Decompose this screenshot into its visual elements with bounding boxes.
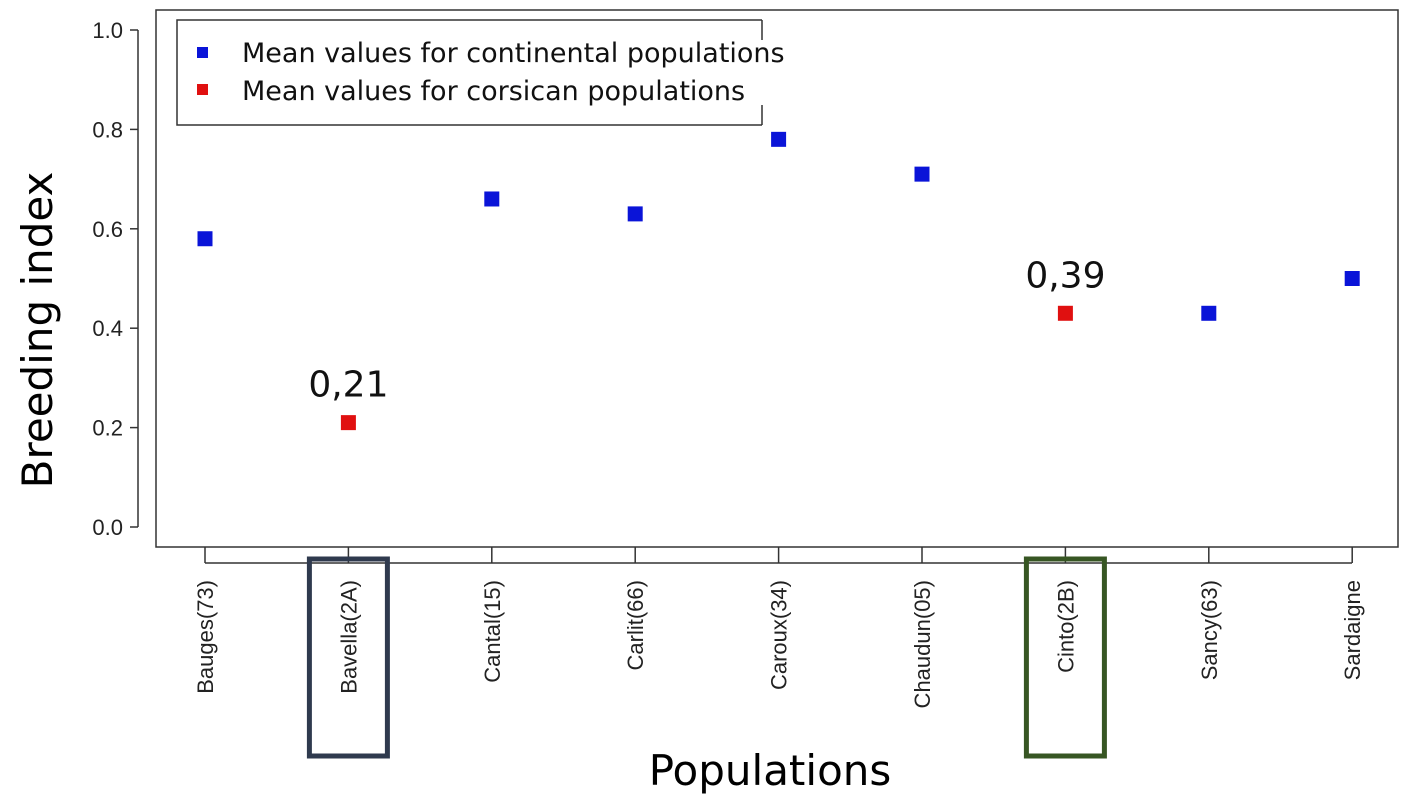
data-point-cantal-15	[484, 191, 500, 207]
y-axis-ticks: 0.0 0.2 0.4 0.6 0.8 1.0	[92, 18, 138, 540]
highlight-box-bavella-2a	[306, 556, 390, 759]
y-tick-label: 0.8	[92, 117, 123, 142]
point-annotations: 0,21 0,39	[308, 255, 1105, 405]
legend-label-continental: Mean values for continental populations	[242, 38, 785, 69]
x-axis-ticks: Bauges(73) Bavella(2A) Cantal(15) Carlit(66…	[193, 547, 1365, 708]
data-point-carlit-66	[627, 206, 643, 222]
data-point-caroux-34	[771, 131, 787, 147]
highlight-boxes	[306, 556, 1107, 759]
x-tick-label-caroux-34: Caroux(34)	[767, 580, 792, 690]
y-tick-label: 1.0	[92, 18, 123, 43]
x-tick-label-carlit-66: Carlit(66)	[623, 580, 648, 670]
data-point-cinto-2b	[1057, 305, 1073, 321]
data-point-sardaigne	[1344, 271, 1360, 286]
annotation-cinto-2b: 0,39	[1025, 255, 1105, 296]
x-tick-label-cinto-2b: Cinto(2B)	[1053, 580, 1078, 673]
x-tick-label-bavella-2a: Bavella(2A)	[336, 580, 361, 694]
legend-label-corsican: Mean values for corsican populations	[242, 76, 745, 107]
x-axis-title: Populations	[649, 746, 892, 795]
x-tick-label-bauges-73: Bauges(73)	[193, 580, 218, 694]
x-tick-label-sardaigne: Sardaigne	[1340, 580, 1365, 680]
legend-box	[176, 19, 762, 126]
legend-marker-continental	[197, 47, 208, 58]
y-axis-title: Breeding index	[13, 172, 62, 489]
highlight-box-cinto-2b	[1023, 556, 1107, 759]
data-point-bauges-73	[197, 231, 213, 247]
annotation-bavella-2a: 0,21	[308, 365, 388, 406]
data-point-sancy-63	[1201, 305, 1217, 321]
x-tick-label-sancy-63: Sancy(63)	[1197, 580, 1222, 680]
data-point-bavella-2a	[340, 415, 356, 431]
y-tick-label: 0.0	[92, 515, 123, 540]
y-tick-label: 0.4	[92, 316, 123, 341]
x-tick-label-chaudun-05: Chaudun(05)	[910, 580, 935, 708]
legend: Mean values for continental populations …	[176, 19, 785, 126]
y-tick-label: 0.2	[92, 416, 123, 441]
legend-marker-corsican	[197, 84, 208, 95]
data-points	[197, 131, 1360, 431]
y-tick-label: 0.6	[92, 217, 123, 242]
x-tick-label-cantal-15: Cantal(15)	[480, 580, 505, 683]
data-point-chaudun-05	[914, 166, 930, 182]
plot-frame	[155, 9, 1399, 548]
